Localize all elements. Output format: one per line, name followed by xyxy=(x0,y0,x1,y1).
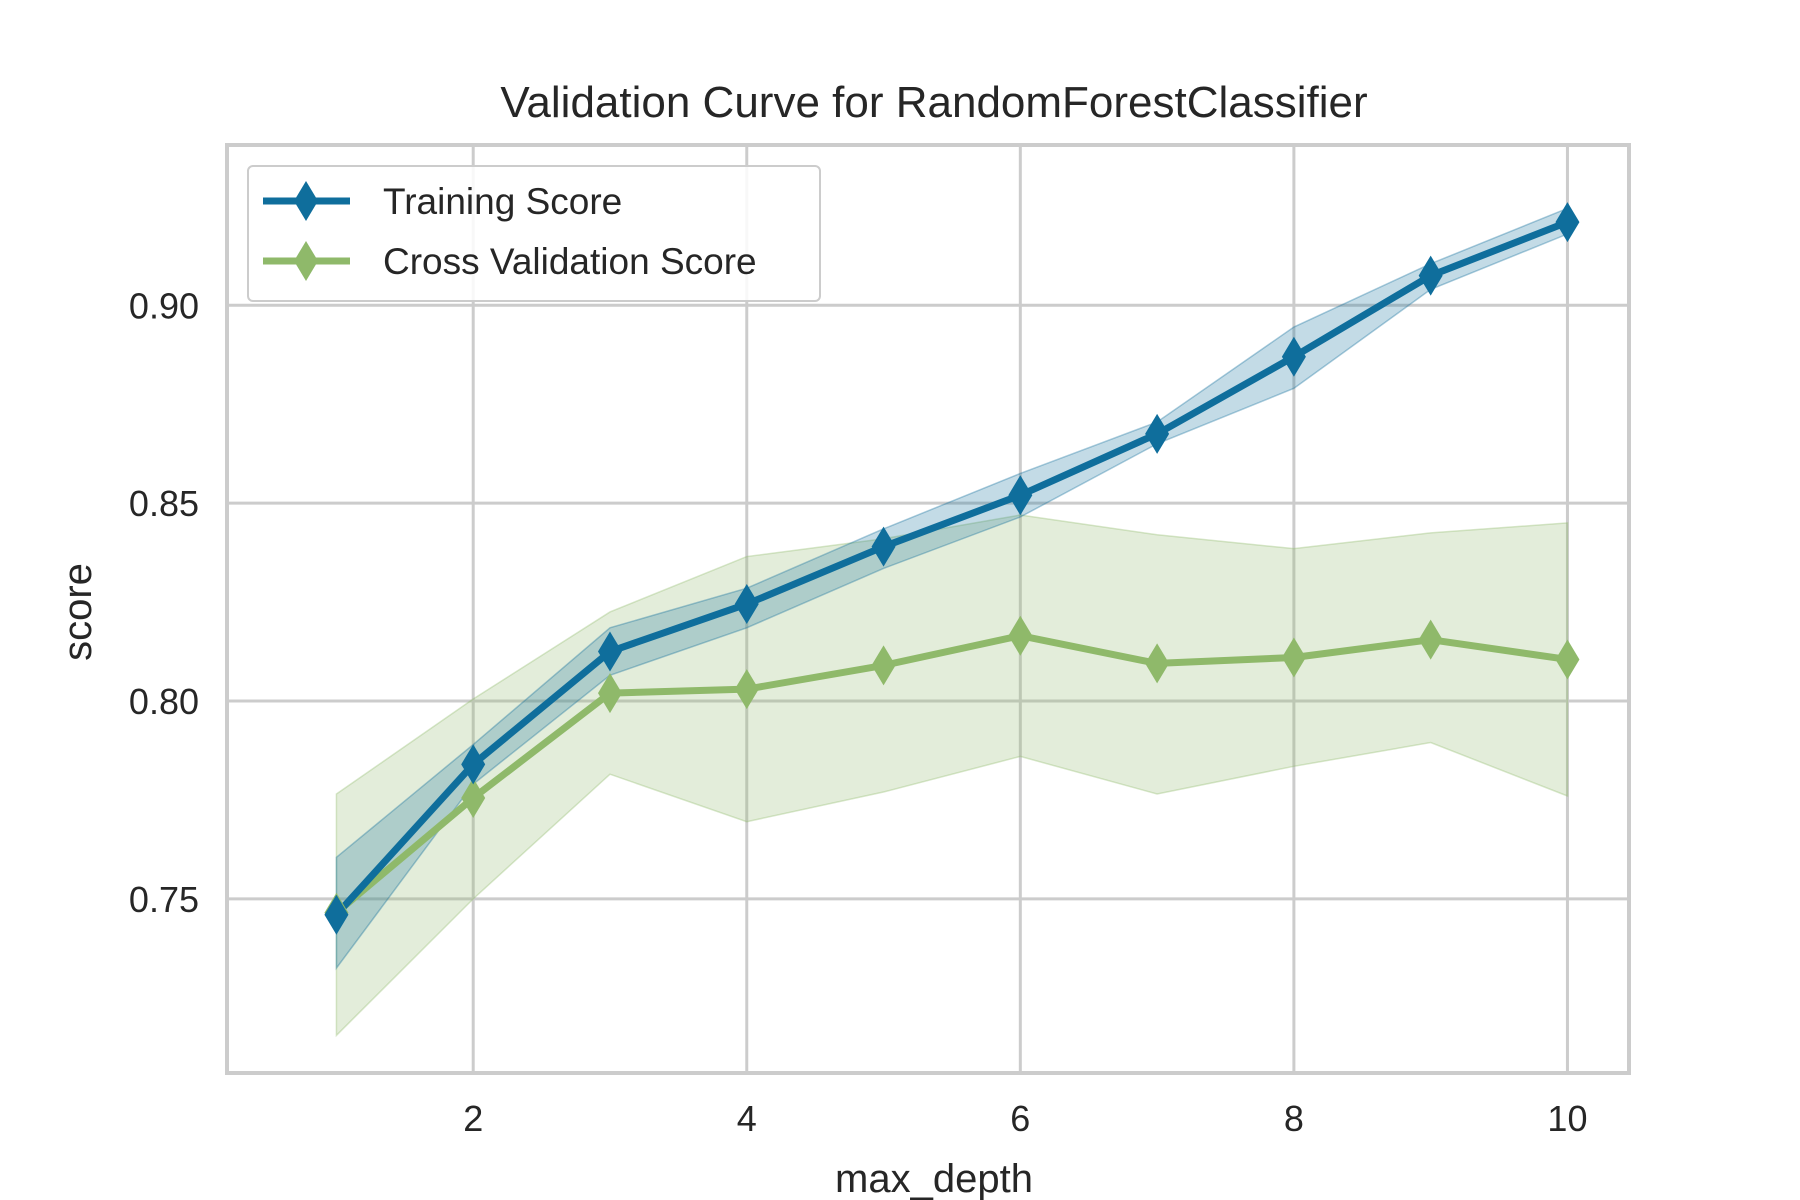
cross-validation-score-point xyxy=(597,673,622,714)
cross-validation-score-point xyxy=(1418,619,1443,660)
x-tick-label: 6 xyxy=(1010,1098,1030,1139)
cross-validation-score-point xyxy=(461,777,486,818)
training-score-point xyxy=(324,894,349,935)
x-tick-labels: 2 4 6 8 10 xyxy=(463,1098,1587,1139)
cross-validation-score-point xyxy=(734,669,759,710)
x-tick-label: 10 xyxy=(1547,1098,1587,1139)
legend-box xyxy=(247,165,821,302)
cross-validation-score-band xyxy=(335,514,1569,1038)
training-score-point xyxy=(1418,255,1443,296)
legend-marker-swatch xyxy=(294,181,318,221)
y-tick-label: 0.75 xyxy=(129,879,199,920)
cross-validation-score-line xyxy=(334,632,1568,916)
legend-label: Cross Validation Score xyxy=(383,241,757,282)
cross-validation-score-point xyxy=(871,645,896,686)
training-score-point xyxy=(1555,202,1580,243)
confidence-bands xyxy=(335,207,1569,1038)
cross-validation-score-point xyxy=(1281,637,1306,678)
cross-validation-score-point xyxy=(1008,615,1033,656)
y-tick-labels: 0.75 0.80 0.85 0.90 xyxy=(129,285,199,920)
cross-validation-score-point xyxy=(1145,643,1170,684)
x-tick-label: 4 xyxy=(737,1098,757,1139)
x-axis-label: max_depth xyxy=(835,1157,1033,1200)
cross-validation-score-point xyxy=(1555,639,1580,680)
series-markers xyxy=(324,202,1580,935)
training-score-point xyxy=(1145,413,1170,454)
chart-title: Validation Curve for RandomForestClassif… xyxy=(500,78,1367,127)
training-score-point xyxy=(597,631,622,672)
training-score-point xyxy=(871,526,896,567)
y-tick-label: 0.90 xyxy=(129,285,199,326)
training-score-line xyxy=(333,218,1569,918)
y-axis-label: score xyxy=(56,563,100,661)
plot-frame xyxy=(225,143,1631,1075)
training-score-point xyxy=(1008,475,1033,516)
legend-label: Training Score xyxy=(383,181,622,222)
x-tick-label: 2 xyxy=(463,1098,483,1139)
series-lines xyxy=(333,218,1569,918)
legend-marker-swatch xyxy=(294,241,318,281)
y-tick-label: 0.85 xyxy=(129,483,199,524)
training-score-point xyxy=(461,744,486,785)
x-tick-label: 8 xyxy=(1284,1098,1304,1139)
training-score-point xyxy=(1281,336,1306,377)
training-score-point xyxy=(734,584,759,625)
legend: Training Score Cross Validation Score xyxy=(247,165,821,302)
y-tick-label: 0.80 xyxy=(129,681,199,722)
